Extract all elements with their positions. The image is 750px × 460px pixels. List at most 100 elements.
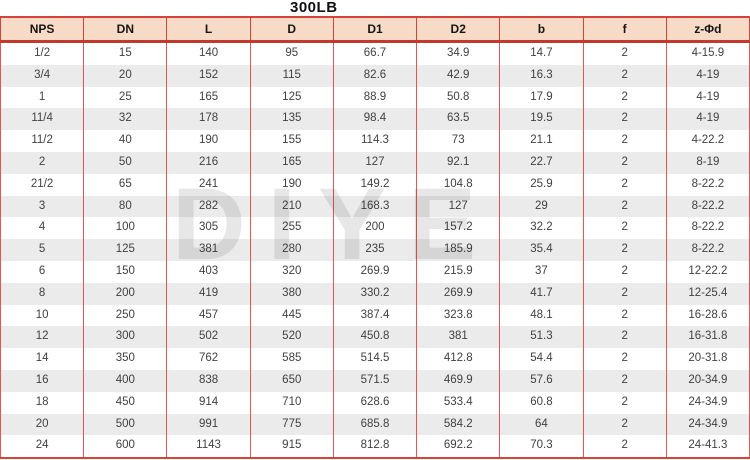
cell: 200 [332, 217, 418, 240]
cell: 650 [249, 369, 334, 392]
cell: 762 [166, 348, 251, 370]
cell: 305 [166, 217, 251, 240]
cell: 775 [249, 413, 334, 436]
cell: 838 [166, 369, 251, 392]
cell: 3 [0, 195, 85, 218]
table-body: 1/2 15 140 95 66.7 34.9 14.7 2 4-15.9 3/4 20 152 115… [0, 41, 750, 459]
cell: 125 [249, 86, 334, 109]
cell: 16-31.8 [665, 326, 750, 349]
table-header-row: NPS DN L D D1 D2 b f z-Φd [0, 17, 750, 43]
cell: 600 [83, 435, 168, 459]
cell: 16.3 [499, 64, 584, 87]
cell: 51.3 [499, 326, 584, 349]
table-row: 11/2 40 190 155 114.3 73 21.1 2 4-22.2 [0, 130, 750, 152]
cell: 114.3 [332, 130, 418, 152]
cell: 8-19 [665, 151, 750, 174]
cell: 2 [582, 239, 667, 261]
cell: 2 [582, 173, 667, 196]
cell: 469.9 [416, 369, 501, 392]
cell: 8-22.2 [665, 239, 750, 261]
cell: 54.4 [499, 348, 584, 370]
table-row: 10 250 457 445 387.4 323.8 48.1 2 16-28.6 [0, 304, 750, 327]
cell: 18 [0, 391, 85, 414]
cell: 1143 [166, 435, 251, 459]
table-row: 20 500 991 775 685.8 584.2 64 2 24-34.9 [0, 413, 750, 436]
cell: 50 [83, 151, 168, 174]
cell: 280 [249, 239, 334, 261]
table-row: 4 100 305 255 200 157.2 32.2 2 8-22.2 [0, 217, 750, 240]
cell: 2 [582, 108, 667, 131]
cell: 2 [582, 282, 667, 305]
cell: 135 [249, 108, 334, 131]
cell: 155 [249, 130, 334, 152]
column-header: NPS [0, 17, 85, 43]
cell: 4-19 [665, 64, 750, 87]
cell: 40 [83, 130, 168, 152]
cell: 210 [249, 195, 334, 218]
cell: 25.9 [499, 173, 584, 196]
cell: 269.9 [332, 260, 418, 283]
column-header: f [582, 17, 667, 43]
cell: 66.7 [332, 41, 418, 65]
cell: 24-41.3 [665, 435, 750, 459]
cell: 149.2 [332, 173, 418, 196]
cell: 42.9 [416, 64, 501, 87]
cell: 24-34.9 [665, 413, 750, 436]
cell: 2 [582, 435, 667, 459]
cell: 16-28.6 [665, 304, 750, 327]
cell: 1/2 [0, 41, 85, 65]
cell: 88.9 [332, 86, 418, 109]
cell: 24 [0, 435, 85, 459]
cell: 450 [83, 391, 168, 414]
cell: 100 [83, 217, 168, 240]
cell: 15 [83, 41, 168, 65]
cell: 200 [83, 282, 168, 305]
cell: 95 [249, 41, 334, 65]
cell: 4-15.9 [665, 41, 750, 65]
cell: 14 [0, 348, 85, 370]
table-row: 21/2 65 241 190 149.2 104.8 25.9 2 8-22.2 [0, 173, 750, 196]
cell: 500 [83, 413, 168, 436]
cell: 381 [416, 326, 501, 349]
cell: 2 [582, 130, 667, 152]
cell: 2 [582, 391, 667, 414]
cell: 520 [249, 326, 334, 349]
cell: 585 [249, 348, 334, 370]
cell: 165 [249, 151, 334, 174]
cell: 450.8 [332, 326, 418, 349]
cell: 82.6 [332, 64, 418, 87]
cell: 150 [83, 260, 168, 283]
cell: 235 [332, 239, 418, 261]
table-row: 3/4 20 152 115 82.6 42.9 16.3 2 4-19 [0, 64, 750, 87]
cell: 34.9 [416, 41, 501, 65]
cell: 692.2 [416, 435, 501, 459]
column-header: D1 [332, 17, 418, 43]
cell: 403 [166, 260, 251, 283]
cell: 685.8 [332, 413, 418, 436]
cell: 92.1 [416, 151, 501, 174]
column-header: DN [83, 17, 168, 43]
cell: 20 [0, 413, 85, 436]
column-header: b [499, 17, 584, 43]
cell: 185.9 [416, 239, 501, 261]
cell: 269.9 [416, 282, 501, 305]
cell: 5 [0, 239, 85, 261]
cell: 4-19 [665, 86, 750, 109]
cell: 282 [166, 195, 251, 218]
cell: 12-22.2 [665, 260, 750, 283]
cell: 12 [0, 326, 85, 349]
cell: 8 [0, 282, 85, 305]
cell: 48.1 [499, 304, 584, 327]
cell: 24-34.9 [665, 391, 750, 414]
cell: 20-31.8 [665, 348, 750, 370]
cell: 991 [166, 413, 251, 436]
cell: 3/4 [0, 64, 85, 87]
table-row: 12 300 502 520 450.8 381 51.3 2 16-31.8 [0, 326, 750, 349]
cell: 330.2 [332, 282, 418, 305]
cell: 8-22.2 [665, 195, 750, 218]
cell: 190 [249, 173, 334, 196]
table-row: 3 80 282 210 168.3 127 29 2 8-22.2 [0, 195, 750, 218]
cell: 320 [249, 260, 334, 283]
cell: 2 [582, 64, 667, 87]
